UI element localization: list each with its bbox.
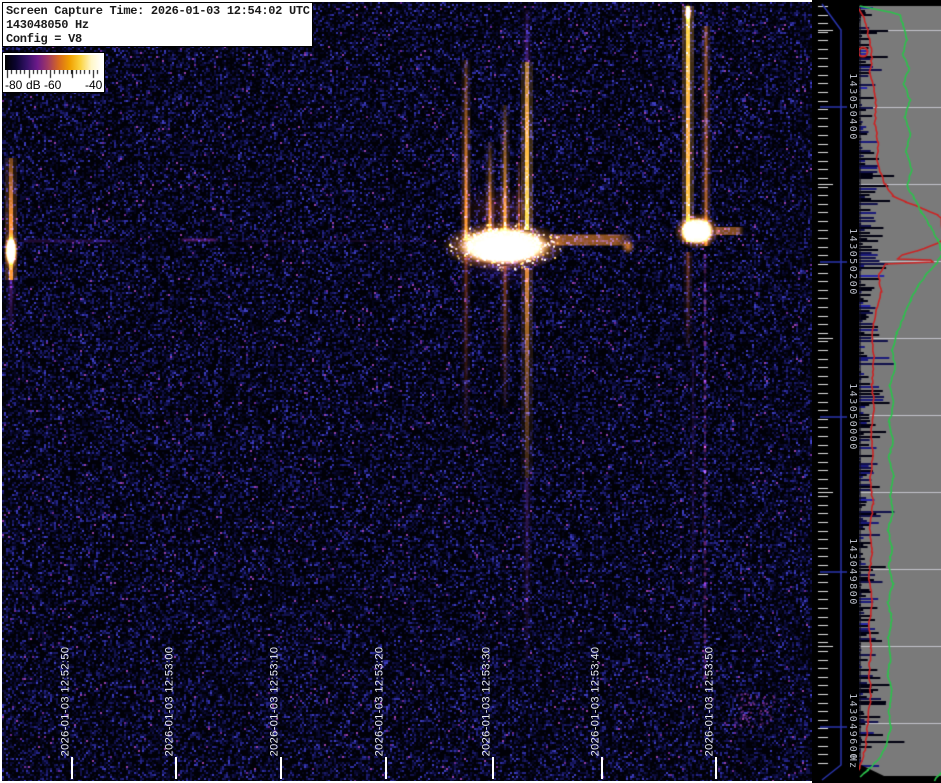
spectrum-panel — [859, 0, 941, 783]
time-tick-label: 2026-01-03 12:53:50 — [703, 646, 716, 757]
top-border — [0, 0, 812, 2]
frequency-unit-label: Hz — [847, 754, 858, 770]
time-tick-label: 2026-01-03 12:53:30 — [480, 646, 493, 757]
frequency-tick-label: 143050200 — [847, 228, 858, 296]
bottom-border — [0, 781, 812, 783]
config-line: Config = V8 — [6, 32, 82, 46]
time-tick-label: 2026-01-03 12:53:10 — [268, 646, 281, 757]
colormap-label: -40 — [85, 78, 103, 92]
time-tick-label: 2026-01-03 12:53:00 — [163, 646, 176, 757]
time-tick-label: 2026-01-03 12:53:20 — [373, 646, 386, 757]
color-scale-legend: -80 dB -60 -40 — [2, 52, 105, 93]
frequency-tick-label: 143049800 — [847, 538, 858, 606]
left-border — [0, 0, 2, 783]
time-tick-mark — [385, 757, 387, 779]
capture-time-line: Screen Capture Time: 2026-01-03 12:54:02… — [6, 4, 310, 18]
colormap-label: dB — [26, 78, 41, 92]
colormap-gradient — [5, 55, 102, 70]
time-tick-mark — [280, 757, 282, 779]
colormap-tick-ruler — [5, 70, 102, 79]
colormap-label: -60 — [44, 78, 62, 92]
frequency-tick-label: 143050400 — [847, 73, 858, 141]
frequency-axis — [812, 0, 859, 783]
time-tick-label: 2026-01-03 12:53:40 — [589, 646, 602, 757]
colormap-label: -80 — [5, 78, 23, 92]
time-tick-mark — [492, 757, 494, 779]
waterfall-spectrogram — [2, 2, 812, 781]
capture-info-box: Screen Capture Time: 2026-01-03 12:54:02… — [2, 2, 313, 47]
frequency-tick-label: 143050000 — [847, 383, 858, 451]
time-tick-label: 2026-01-03 12:52:50 — [59, 646, 72, 757]
time-tick-mark — [601, 757, 603, 779]
time-tick-mark — [715, 757, 717, 779]
capture-frequency-line: 143048050 Hz — [6, 18, 89, 32]
time-tick-mark — [175, 757, 177, 779]
time-tick-mark — [71, 757, 73, 779]
